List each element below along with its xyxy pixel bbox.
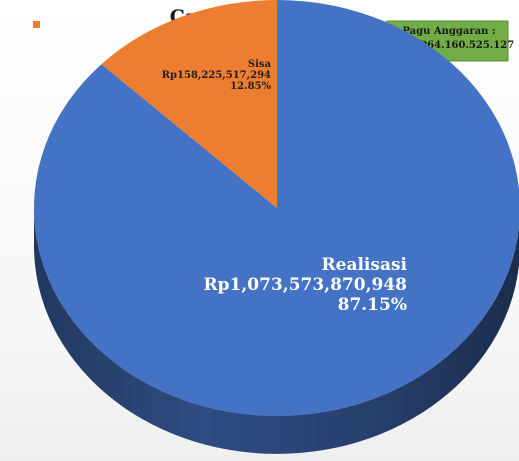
label-realisasi-category: Realisasi bbox=[321, 255, 408, 275]
callout-line-2: Rp.1.064.160.525.127 bbox=[391, 40, 515, 51]
legend-swatch bbox=[33, 21, 40, 28]
label-realisasi-amount: Rp1,073,573,870,948 bbox=[203, 275, 407, 295]
label-sisa-amount: Rp158,225,517,294 bbox=[161, 70, 271, 81]
pie-side-depth bbox=[34, 208, 519, 454]
data-label-sisa: Sisa Rp158,225,517,294 12.85% bbox=[162, 59, 271, 92]
label-sisa-category: Sisa bbox=[247, 59, 271, 70]
callout-line-1: Pagu Anggaran : bbox=[402, 26, 496, 37]
pie-slice-realisasi bbox=[34, 0, 519, 416]
label-realisasi-percent: 87.15% bbox=[337, 295, 407, 315]
label-sisa-percent: 12.85% bbox=[230, 81, 271, 92]
pie-slice-sisa bbox=[101, 0, 277, 208]
data-label-realisasi: Realisasi Rp1,073,573,870,948 87.15% bbox=[204, 255, 407, 315]
